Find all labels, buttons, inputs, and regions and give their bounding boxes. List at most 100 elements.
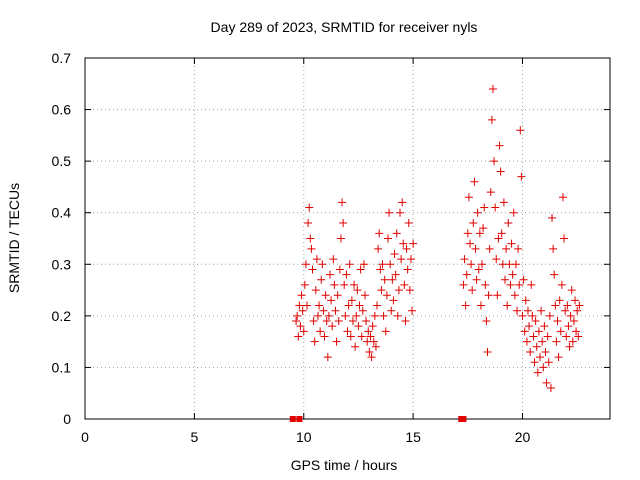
data-point <box>358 306 367 315</box>
data-point <box>367 353 376 362</box>
data-point <box>333 291 342 300</box>
data-point <box>320 332 329 341</box>
data-point <box>330 280 339 289</box>
data-point <box>317 275 326 284</box>
data-point <box>306 234 315 243</box>
data-point <box>506 280 515 289</box>
data-point <box>382 291 391 300</box>
data-point <box>514 244 523 253</box>
chart-title: Day 289 of 2023, SRMTID for receiver nyl… <box>211 19 478 35</box>
data-point <box>461 301 470 310</box>
data-point <box>480 203 489 212</box>
data-point <box>383 234 392 243</box>
data-point <box>531 317 540 326</box>
data-point <box>311 286 320 295</box>
data-point <box>459 280 468 289</box>
data-point <box>532 342 541 351</box>
data-point <box>356 265 365 274</box>
data-point <box>326 270 334 279</box>
data-point <box>322 317 331 326</box>
data-point <box>495 141 504 150</box>
data-point <box>574 332 583 341</box>
data-point <box>540 322 549 331</box>
x-tick-label: 20 <box>515 429 531 445</box>
data-point <box>373 301 382 310</box>
data-point <box>293 311 302 320</box>
data-point <box>381 327 390 336</box>
data-point <box>564 322 573 331</box>
data-point <box>466 239 474 248</box>
data-point <box>391 270 400 279</box>
data-point <box>292 317 301 326</box>
data-point <box>518 311 527 320</box>
data-point <box>313 311 322 320</box>
data-point <box>569 317 578 326</box>
data-point <box>346 332 355 341</box>
data-point <box>523 306 532 315</box>
data-point <box>470 177 479 186</box>
data-point <box>475 229 484 238</box>
data-point <box>397 255 406 264</box>
data-point <box>468 286 477 295</box>
data-point <box>555 296 564 305</box>
data-point <box>362 317 371 326</box>
y-axis-ticks: 0 0.1 0.2 0.3 0.4 0.5 0.6 0.7 <box>52 50 610 427</box>
data-point <box>352 311 361 320</box>
x-axis-label: GPS time / hours <box>291 457 398 473</box>
data-point <box>469 219 478 228</box>
data-point <box>321 291 330 300</box>
data-point <box>359 260 368 269</box>
data-point <box>521 296 530 305</box>
data-point <box>542 378 551 387</box>
data-point <box>476 301 485 310</box>
x-tick-label: 10 <box>296 429 312 445</box>
data-point <box>294 332 303 341</box>
data-point <box>336 234 345 243</box>
data-point <box>549 244 558 253</box>
x-tick-label: 5 <box>190 429 198 445</box>
data-point <box>296 322 305 331</box>
data-point <box>496 167 505 176</box>
data-point <box>487 115 496 124</box>
data-point <box>393 311 402 320</box>
data-point <box>307 244 316 253</box>
data-point <box>478 260 487 269</box>
data-point <box>385 208 394 217</box>
data-point <box>573 306 582 315</box>
data-point <box>366 332 375 341</box>
data-point <box>392 229 401 238</box>
data-point <box>554 353 563 362</box>
data-point <box>296 416 303 422</box>
data-point <box>405 286 414 295</box>
data-point <box>312 255 321 264</box>
data-point <box>323 353 332 362</box>
data-point <box>551 301 560 310</box>
data-point <box>406 255 415 264</box>
data-point <box>409 239 418 248</box>
grid-lines <box>85 58 610 419</box>
data-point <box>550 270 559 279</box>
data-point <box>467 260 476 269</box>
data-point <box>536 353 544 362</box>
data-point <box>399 239 408 248</box>
data-point <box>388 275 397 284</box>
data-point <box>396 208 404 217</box>
data-point <box>319 306 328 315</box>
data-point <box>398 198 407 207</box>
data-point <box>338 198 347 207</box>
y-tick-label: 0.7 <box>52 50 72 66</box>
data-point <box>516 126 525 135</box>
data-point <box>491 203 500 212</box>
data-point <box>361 291 369 300</box>
x-tick-label: 0 <box>81 429 89 445</box>
data-point <box>305 203 314 212</box>
x-tick-label: 15 <box>405 429 421 445</box>
data-point <box>340 280 349 289</box>
data-point <box>567 286 576 295</box>
data-point <box>560 234 569 243</box>
data-point <box>403 265 412 274</box>
data-point <box>463 229 472 238</box>
data-point <box>374 244 383 253</box>
data-point <box>345 260 354 269</box>
